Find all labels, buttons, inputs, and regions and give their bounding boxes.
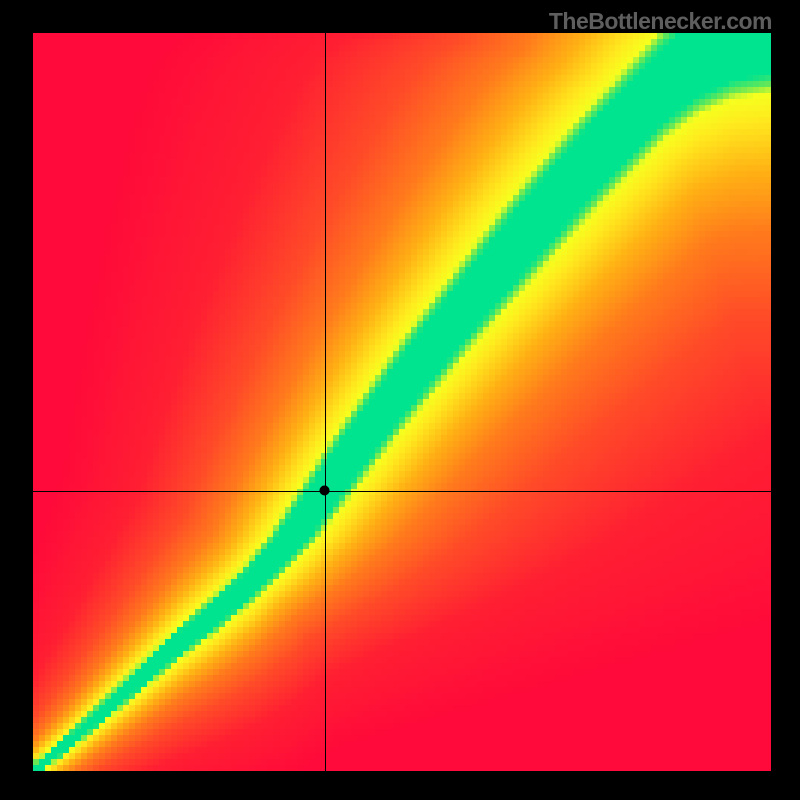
watermark-text: TheBottlenecker.com xyxy=(549,8,772,35)
chart-container: { "watermark": { "text": "TheBottlenecke… xyxy=(0,0,800,800)
bottleneck-heatmap xyxy=(0,0,800,800)
